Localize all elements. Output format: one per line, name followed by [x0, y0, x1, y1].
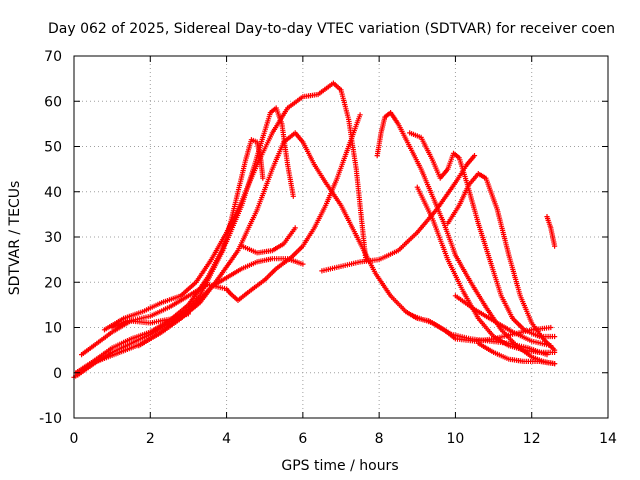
series-track-13 [445, 171, 558, 353]
x-tick-label: 8 [375, 431, 384, 447]
series-track-08 [239, 225, 298, 256]
series-markers [79, 112, 363, 358]
chart-title: Day 062 of 2025, Sidereal Day-to-day VTE… [48, 21, 615, 37]
series-markers [71, 137, 266, 380]
series-track-16 [544, 214, 558, 249]
x-tick-label: 10 [447, 431, 465, 447]
x-tick-labels: 0 2 4 6 8 10 12 14 [70, 431, 617, 447]
y-tick-label: 10 [44, 321, 62, 337]
x-tick-label: 6 [298, 431, 307, 447]
y-tick-label: -10 [39, 411, 62, 427]
x-tick-label: 2 [146, 431, 155, 447]
series-track-11 [407, 130, 558, 340]
y-tick-label: 50 [44, 140, 62, 156]
x-tick-label: 12 [523, 431, 541, 447]
series-markers [407, 130, 558, 340]
y-tick-labels: -10 0 10 20 30 40 50 60 70 [39, 49, 62, 427]
series-markers [452, 293, 554, 349]
series-track-04 [79, 112, 363, 358]
series-markers [410, 313, 550, 358]
y-tick-label: 40 [44, 185, 62, 201]
y-tick-label: 30 [44, 230, 62, 246]
series-track-14 [452, 293, 554, 349]
y-tick-label: 60 [44, 94, 62, 110]
series-track-17 [475, 340, 558, 367]
y-tick-label: 70 [44, 49, 62, 65]
series-markers [239, 225, 298, 256]
series-track-01 [71, 137, 266, 380]
x-tick-label: 0 [70, 431, 79, 447]
series-markers [101, 80, 369, 333]
series-markers [544, 214, 558, 249]
y-axis-label: SDTVAR / TECUs [7, 181, 23, 296]
series-markers [445, 171, 558, 353]
x-tick-label: 4 [222, 431, 231, 447]
series-track-05 [101, 80, 369, 333]
y-tick-label: 20 [44, 275, 62, 291]
data-series-layer [71, 80, 558, 380]
x-tick-label: 14 [599, 431, 617, 447]
y-tick-label: 0 [53, 366, 62, 382]
x-axis-label: GPS time / hours [281, 458, 398, 474]
series-track-15 [410, 313, 550, 358]
axis-ticks [73, 55, 609, 419]
series-markers [475, 340, 558, 367]
